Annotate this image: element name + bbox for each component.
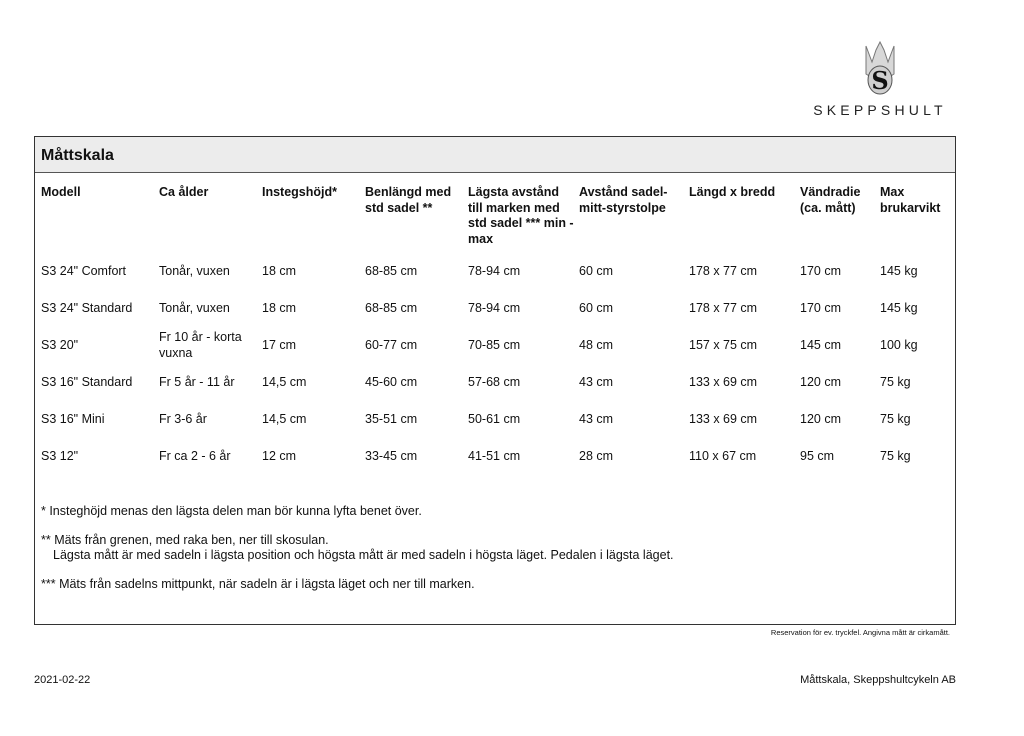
footer-title: Måttskala, Skeppshultcykeln AB [800,674,956,686]
table-cell: 60-77 cm [365,338,418,352]
size-chart-box: Måttskala Modell Ca ålder Instegshöjd* Benl… [34,136,956,625]
table-cell: 170 cm [800,264,841,278]
footnote-2-detail: Lägsta mått är med sadeln i lägsta posit… [53,548,674,562]
table-cell: 14,5 cm [262,375,307,389]
table-cell: 145 cm [800,338,841,352]
column-header: Modell [41,185,81,199]
table-cell: 50-61 cm [468,412,521,426]
table-cell: S3 20" [41,338,79,352]
table-cell: 12 cm [262,449,297,463]
table-cell: S3 24" Standard [41,301,133,315]
footnote-1: * Insteghöjd menas den lägsta delen man … [41,504,422,518]
table-cell: 18 cm [262,301,297,315]
brand-name: SKEPPSHULT [813,102,947,118]
table-cell: 68-85 cm [365,301,418,315]
table-cell: Fr ca 2 - 6 år [159,449,231,463]
table-cell: 120 cm [800,412,841,426]
table-cell: 68-85 cm [365,264,418,278]
table-cell: 48 cm [579,338,614,352]
table-cell: 178 x 77 cm [689,301,758,315]
table-cell: 35-51 cm [365,412,418,426]
table-cell: 170 cm [800,301,841,315]
footer-date: 2021-02-22 [34,674,91,686]
table-cell: 145 kg [880,264,918,278]
column-header: Lägsta avstånd till marken med std sadel… [468,185,574,246]
table-cell: 57-68 cm [468,375,521,389]
footnote-3: *** Mäts från sadelns mittpunkt, när sad… [41,577,475,591]
column-header: Benlängd med std sadel ** [365,185,452,215]
svg-text:S: S [871,66,888,95]
column-header: Vändradie (ca. mått) [800,185,861,215]
column-header: Ca ålder [159,185,209,199]
table-cell: 60 cm [579,264,614,278]
table-cell: 78-94 cm [468,264,521,278]
table-cell: S3 16" Mini [41,412,105,426]
table-cell: 75 kg [880,375,911,389]
column-header: Avstånd sadel-mitt-styrstolpe [579,185,668,215]
column-header: Max brukarvikt [880,185,941,215]
table-cell: 157 x 75 cm [689,338,758,352]
table-cell: Fr 5 år - 11 år [159,375,235,389]
table-cell: 18 cm [262,264,297,278]
table-cell: 17 cm [262,338,297,352]
table-cell: 41-51 cm [468,449,521,463]
table-cell: 33-45 cm [365,449,418,463]
table-cell: Tonår, vuxen [159,301,230,315]
table-cell: S3 12" [41,449,79,463]
table-cell: 43 cm [579,412,614,426]
table-cell: 75 kg [880,449,911,463]
table-cell: 60 cm [579,301,614,315]
footnote-2: ** Mäts från grenen, med raka ben, ner t… [41,533,329,547]
table-cell: S3 16" Standard [41,375,133,389]
section-title: Måttskala [35,137,955,173]
table-cell: 70-85 cm [468,338,521,352]
table-cell: Fr 10 år - korta vuxna [159,330,242,360]
table-cell: 120 cm [800,375,841,389]
table-cell: Fr 3-6 år [159,412,207,426]
table-cell: 100 kg [880,338,918,352]
table-cell: 145 kg [880,301,918,315]
column-header: Instegshöjd* [262,185,338,199]
crown-s-emblem-icon: S [865,40,895,95]
table-cell: 78-94 cm [468,301,521,315]
table-cell: 178 x 77 cm [689,264,758,278]
column-header: Längd x bredd [689,185,776,199]
table-cell: 133 x 69 cm [689,375,758,389]
skeppshult-logo: S SKEPPSHULT [800,40,960,120]
table-cell: 28 cm [579,449,614,463]
table-cell: 75 kg [880,412,911,426]
table-cell: 45-60 cm [365,375,418,389]
table-cell: 133 x 69 cm [689,412,758,426]
table-cell: Tonår, vuxen [159,264,230,278]
table-cell: 95 cm [800,449,835,463]
table-cell: 43 cm [579,375,614,389]
reservation-note: Reservation för ev. tryckfel. Angivna må… [770,628,950,637]
table-cell: 110 x 67 cm [689,449,757,463]
table-cell: S3 24" Comfort [41,264,127,278]
table-cell: 14,5 cm [262,412,307,426]
